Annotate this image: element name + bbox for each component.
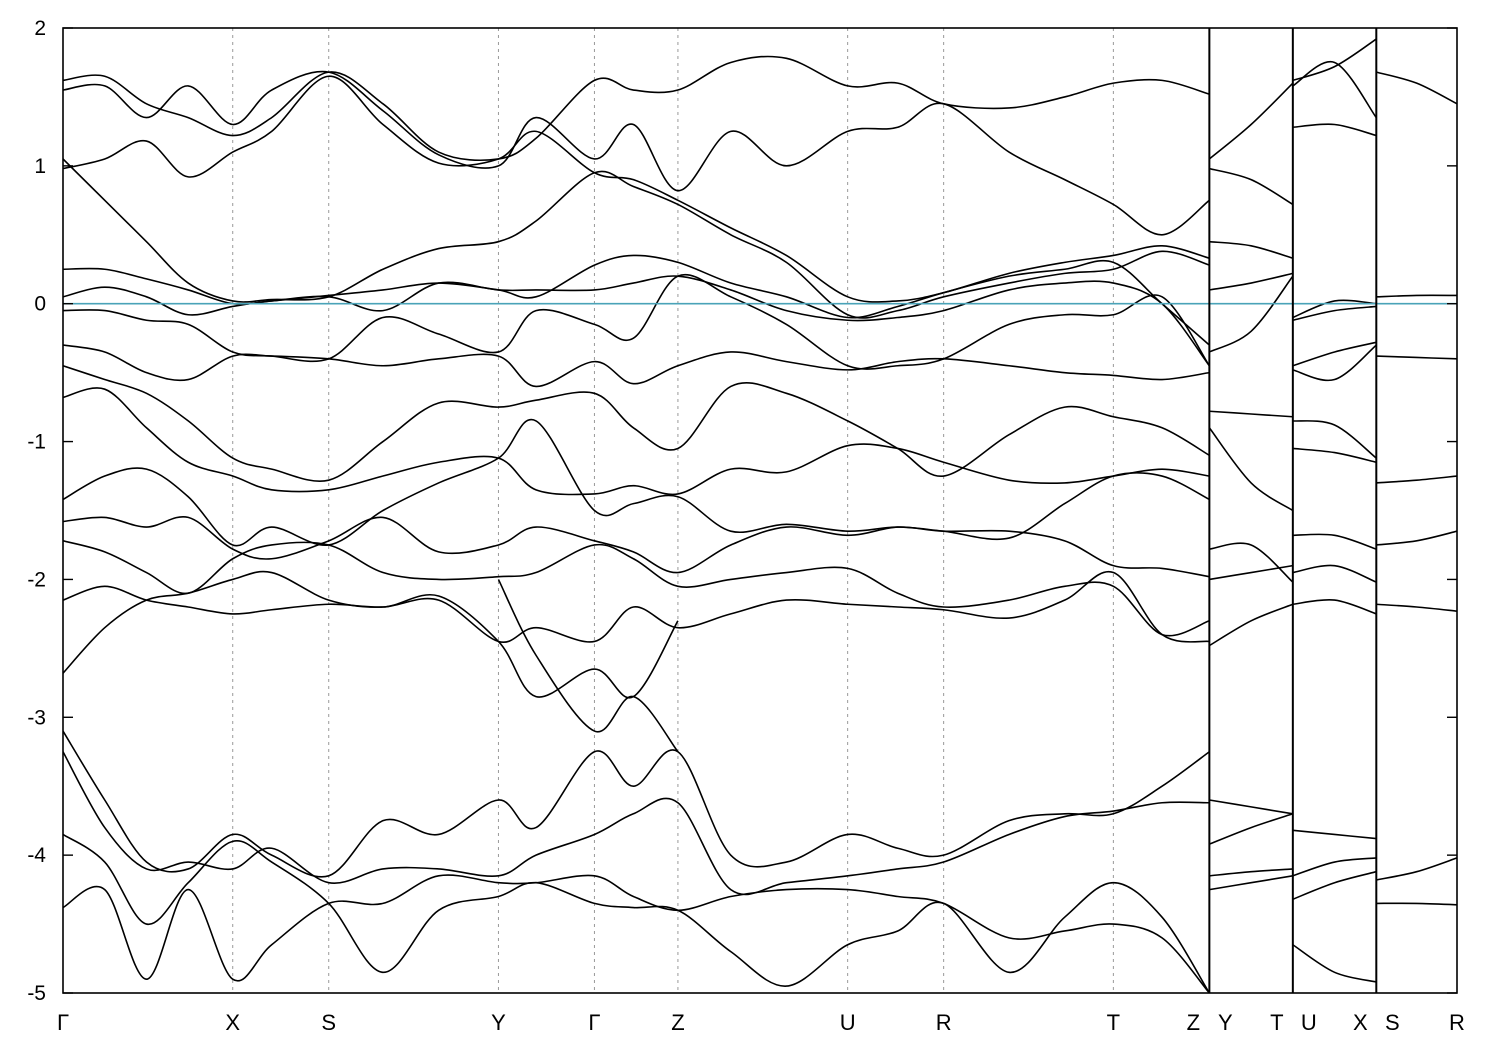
ytick-label-6: -4 bbox=[27, 844, 46, 867]
path-break-lines bbox=[1208, 28, 1378, 993]
band-5 bbox=[63, 275, 1210, 367]
band-32 bbox=[1209, 868, 1293, 877]
band-22 bbox=[1209, 240, 1294, 259]
band-14 bbox=[63, 570, 679, 699]
xtick-label-3: Y bbox=[491, 1010, 506, 1035]
band-40 bbox=[1292, 344, 1377, 382]
band-51 bbox=[1376, 294, 1457, 298]
ytick-label-3: -1 bbox=[27, 431, 46, 454]
band-55 bbox=[1376, 603, 1457, 612]
band-41 bbox=[1292, 420, 1377, 459]
band-17 bbox=[63, 751, 1210, 896]
band-26 bbox=[1208, 427, 1294, 512]
band-1 bbox=[63, 70, 1210, 236]
band-2 bbox=[63, 75, 1210, 303]
band-39 bbox=[1292, 341, 1377, 367]
band-42 bbox=[1292, 447, 1377, 464]
band-54 bbox=[1376, 530, 1457, 546]
band-52 bbox=[1376, 355, 1457, 360]
band-8 bbox=[63, 364, 1210, 482]
band-47 bbox=[1292, 857, 1377, 877]
xtick-label-1: X bbox=[225, 1010, 240, 1035]
xtick-label-2: S bbox=[321, 1010, 336, 1035]
xtick-label-8: T bbox=[1107, 1010, 1120, 1035]
band-23 bbox=[1209, 272, 1294, 291]
band-0 bbox=[63, 55, 1210, 162]
vertical-grid-lines bbox=[232, 28, 1114, 993]
band-46 bbox=[1292, 829, 1377, 840]
band-50 bbox=[1376, 71, 1457, 105]
band-13 bbox=[63, 570, 1210, 643]
band-15 bbox=[497, 579, 679, 753]
xtick-label-6: U bbox=[840, 1010, 856, 1035]
band-7 bbox=[63, 344, 1210, 388]
xtick-label-14: S bbox=[1385, 1010, 1400, 1035]
xtick-label-5: Z bbox=[671, 1010, 684, 1035]
band-11 bbox=[63, 515, 1210, 578]
band-37 bbox=[1292, 299, 1377, 319]
band-45 bbox=[1292, 598, 1377, 615]
ytick-label-7: -5 bbox=[27, 982, 46, 1005]
band-18 bbox=[63, 833, 1211, 993]
ytick-label-0: 2 bbox=[34, 17, 46, 40]
band-34 bbox=[1292, 60, 1377, 119]
band-12 bbox=[63, 540, 1210, 637]
band-35 bbox=[1292, 38, 1377, 82]
xtick-label-4: Γ bbox=[588, 1010, 600, 1035]
ytick-label-2: 0 bbox=[34, 293, 46, 316]
band-33 bbox=[1209, 875, 1293, 891]
band-3 bbox=[63, 158, 1210, 319]
plot-frame bbox=[62, 27, 1458, 994]
band-38 bbox=[1292, 305, 1377, 322]
band-19 bbox=[63, 874, 1210, 993]
band-28 bbox=[1209, 564, 1293, 581]
band-lines bbox=[63, 38, 1457, 993]
band-9 bbox=[63, 387, 1210, 496]
xtick-label-12: U bbox=[1301, 1010, 1317, 1035]
band-29 bbox=[1208, 603, 1294, 647]
xtick-label-11: T bbox=[1270, 1010, 1283, 1035]
xtick-label-10: Y bbox=[1218, 1010, 1233, 1035]
band-10 bbox=[63, 418, 1210, 547]
ytick-label-4: -2 bbox=[27, 568, 46, 591]
ytick-label-1: 1 bbox=[34, 155, 46, 178]
band-48 bbox=[1292, 870, 1377, 901]
band-4 bbox=[63, 254, 1210, 346]
xtick-label-7: R bbox=[936, 1010, 952, 1035]
band-27 bbox=[1209, 542, 1294, 583]
xtick-label-15: R bbox=[1449, 1010, 1465, 1035]
band-56 bbox=[1376, 857, 1457, 881]
band-30 bbox=[1209, 799, 1293, 815]
band-21 bbox=[1209, 167, 1294, 206]
y-axis-ticks: 2 1 0 -1 -2 -3 -4 -5 bbox=[27, 17, 1457, 1005]
band-20 bbox=[1208, 82, 1294, 160]
band-16 bbox=[63, 730, 1210, 878]
band-31 bbox=[1209, 813, 1294, 845]
band-24 bbox=[1209, 275, 1294, 353]
xtick-label-9: Z bbox=[1187, 1010, 1200, 1035]
band-44 bbox=[1292, 564, 1377, 583]
band-36 bbox=[1292, 123, 1377, 137]
band-6 bbox=[63, 273, 1211, 370]
band-43 bbox=[1292, 533, 1377, 550]
band-25 bbox=[1209, 410, 1293, 418]
band-57 bbox=[1376, 902, 1457, 906]
xtick-label-0: Γ bbox=[57, 1010, 69, 1035]
xtick-label-13: X bbox=[1353, 1010, 1368, 1035]
ytick-label-5: -3 bbox=[27, 706, 46, 729]
band-49 bbox=[1292, 944, 1377, 983]
band-53 bbox=[1376, 475, 1457, 484]
